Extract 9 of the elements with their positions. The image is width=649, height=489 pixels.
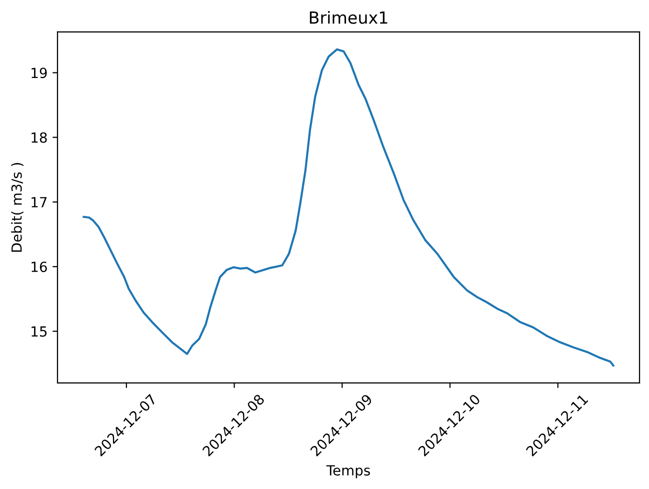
x-axis-title: Temps [326,465,370,478]
y-tick-label: 15 [32,326,47,337]
y-tick-label: 16 [32,262,47,272]
y-tick-label: 18 [32,132,47,143]
chart-title: Brimeux1 [310,10,388,24]
y-tick-label: 19 [32,68,47,78]
y-axis-title: Debit( m3/s ) [11,163,24,252]
line-series [82,48,614,367]
y-tick-label: 17 [32,197,47,208]
